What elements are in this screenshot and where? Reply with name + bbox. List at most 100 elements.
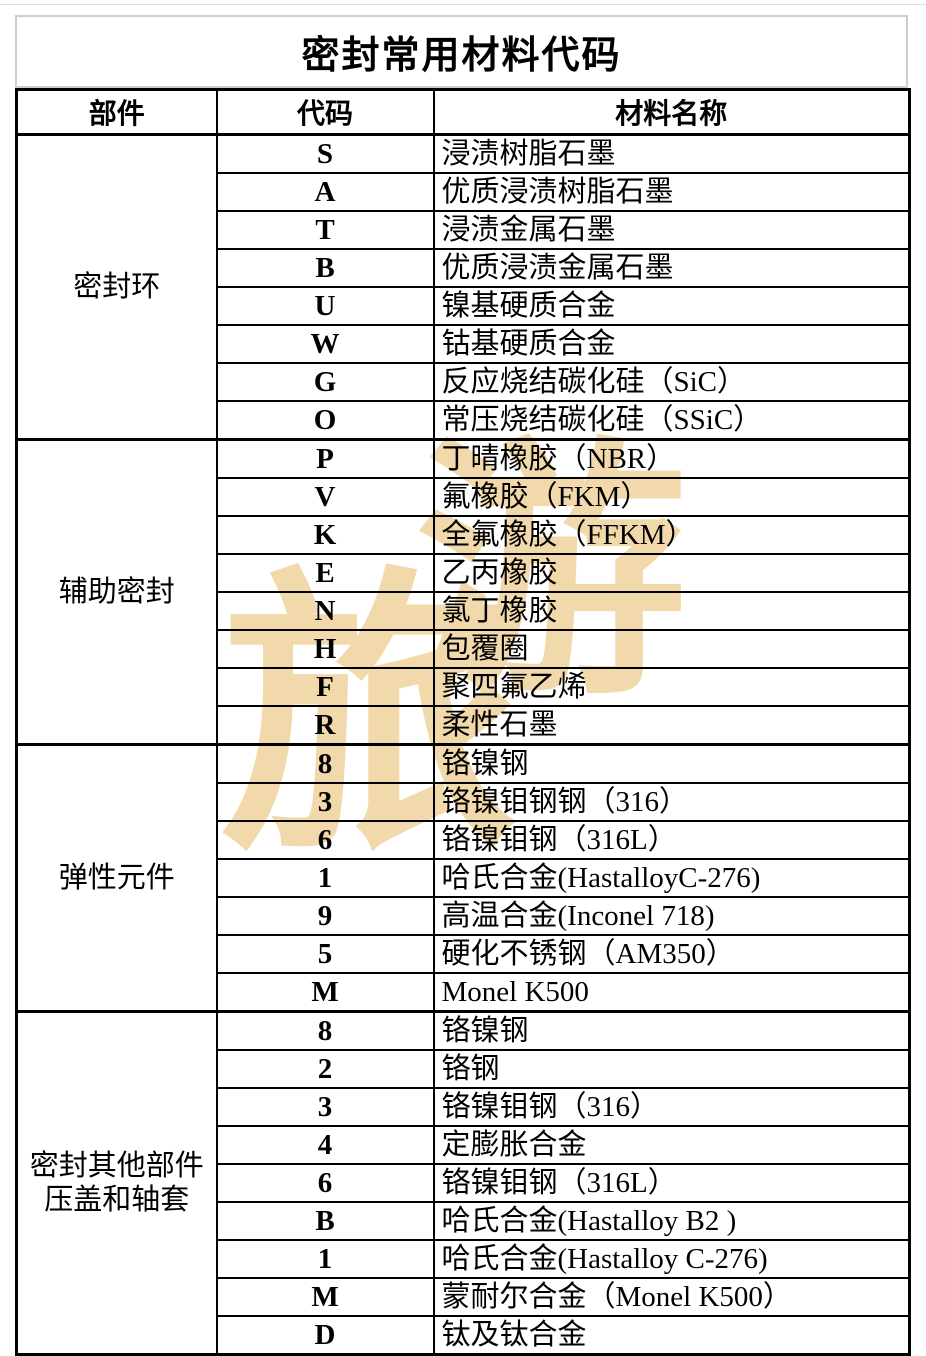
material-cell: 丁晴橡胶（NBR） xyxy=(432,438,911,479)
table-row: K 全氟橡胶（FFKM） xyxy=(17,515,911,555)
table-row: R 柔性石墨 xyxy=(17,705,911,746)
code-cell: 9 xyxy=(215,896,435,936)
code-cell: 1 xyxy=(215,858,435,898)
table-row: G 反应烧结碳化硅（SiC） xyxy=(17,362,911,402)
material-cell: 镍基硬质合金 xyxy=(432,286,911,326)
code-cell: 4 xyxy=(215,1125,435,1165)
table-row: B 哈氏合金(Hastalloy B2 ) xyxy=(17,1201,911,1241)
code-cell: D xyxy=(215,1315,435,1356)
table-row: 1 哈氏合金(Hastalloy C-276) xyxy=(17,1239,911,1279)
table-row: 3 铬镍钼钢（316） xyxy=(17,1087,911,1127)
material-cell: 哈氏合金(Hastalloy C-276) xyxy=(432,1239,911,1279)
material-cell: Monel K500 xyxy=(432,972,911,1013)
code-cell: U xyxy=(215,286,435,326)
sheet: 旅 游 密封常用材料代码 部件 代码 材料名称 密封环 S 浸渍树脂石墨 A 优质浸渍树… xyxy=(15,15,911,1356)
material-cell: 乙丙橡胶 xyxy=(432,553,911,593)
code-cell: V xyxy=(215,477,435,517)
material-cell: 硬化不锈钢（AM350） xyxy=(432,934,911,974)
table-body: 密封环 S 浸渍树脂石墨 A 优质浸渍树脂石墨 T 浸渍金属石墨 B 优质浸渍金属石墨 U 镍基硬质… xyxy=(15,133,911,1356)
table-row: M Monel K500 xyxy=(17,972,911,1013)
code-cell: 6 xyxy=(215,1163,435,1203)
material-cell: 铬镍钼钢（316L） xyxy=(432,820,911,860)
code-cell: 1 xyxy=(215,1239,435,1279)
part-group-cell: 辅助密封 xyxy=(15,438,218,746)
material-cell: 聚四氟乙烯 xyxy=(432,667,911,707)
part-group-cell: 密封其他部件 压盖和轴套 xyxy=(15,1010,218,1356)
table-row: 9 高温合金(Inconel 718) xyxy=(17,896,911,936)
material-cell: 钴基硬质合金 xyxy=(432,324,911,364)
part-group-cell: 弹性元件 xyxy=(15,743,218,1013)
material-cell: 包覆圈 xyxy=(432,629,911,669)
table-row: 2 铬钢 xyxy=(17,1049,911,1089)
table-row: 5 硬化不锈钢（AM350） xyxy=(17,934,911,974)
column-header-part: 部件 xyxy=(15,88,218,136)
table-row: 辅助密封 P 丁晴橡胶（NBR） xyxy=(15,438,911,746)
material-cell: 反应烧结碳化硅（SiC） xyxy=(432,362,911,402)
material-cell: 哈氏合金(Hastalloy B2 ) xyxy=(432,1201,911,1241)
table-row: T 浸渍金属石墨 xyxy=(17,210,911,250)
code-cell: P xyxy=(215,438,435,479)
material-cell: 定膨胀合金 xyxy=(432,1125,911,1165)
code-cell: 5 xyxy=(215,934,435,974)
material-cell: 优质浸渍树脂石墨 xyxy=(432,172,911,212)
code-cell: 8 xyxy=(215,743,435,784)
code-cell: 6 xyxy=(215,820,435,860)
table-row: 6 铬镍钼钢（316L） xyxy=(17,1163,911,1203)
code-cell: M xyxy=(215,972,435,1013)
column-header-code: 代码 xyxy=(215,88,435,136)
page-title: 密封常用材料代码 xyxy=(301,35,622,77)
table-row: 4 定膨胀合金 xyxy=(17,1125,911,1165)
code-cell: W xyxy=(215,324,435,364)
code-cell: 2 xyxy=(215,1049,435,1089)
code-cell: B xyxy=(215,248,435,288)
table-row: 密封环 S 浸渍树脂石墨 xyxy=(15,133,911,441)
table-row: V 氟橡胶（FKM） xyxy=(17,477,911,517)
material-cell: 浸渍树脂石墨 xyxy=(432,133,911,174)
code-cell: H xyxy=(215,629,435,669)
code-cell: S xyxy=(215,133,435,174)
material-cell: 铬镍钼钢钢（316） xyxy=(432,782,911,822)
code-cell: T xyxy=(215,210,435,250)
code-cell: 3 xyxy=(215,782,435,822)
table-row: N 氯丁橡胶 xyxy=(17,591,911,631)
material-cell: 高温合金(Inconel 718) xyxy=(432,896,911,936)
material-cell: 浸渍金属石墨 xyxy=(432,210,911,250)
material-cell: 铬镍钢 xyxy=(432,743,911,784)
table-row: 6 铬镍钼钢（316L） xyxy=(17,820,911,860)
table-row: W 钴基硬质合金 xyxy=(17,324,911,364)
table-row: O 常压烧结碳化硅（SSiC） xyxy=(17,400,911,441)
top-gridline xyxy=(0,4,926,5)
table-row: U 镍基硬质合金 xyxy=(17,286,911,326)
table-row: 弹性元件 8 铬镍钢 xyxy=(15,743,911,1013)
code-cell: B xyxy=(215,1201,435,1241)
material-cell: 常压烧结碳化硅（SSiC） xyxy=(432,400,911,441)
material-cell: 蒙耐尔合金（Monel K500） xyxy=(432,1277,911,1317)
code-cell: N xyxy=(215,591,435,631)
page: { "title": "密封常用材料代码", "header": { "part… xyxy=(0,4,926,1356)
code-cell: A xyxy=(215,172,435,212)
material-cell: 氯丁橡胶 xyxy=(432,591,911,631)
code-cell: O xyxy=(215,400,435,441)
table-row: B 优质浸渍金属石墨 xyxy=(17,248,911,288)
table-row: A 优质浸渍树脂石墨 xyxy=(17,172,911,212)
material-cell: 铬镍钼钢（316L） xyxy=(432,1163,911,1203)
table-row: 密封其他部件 压盖和轴套 8 铬镍钢 xyxy=(15,1010,911,1356)
table-row: 3 铬镍钼钢钢（316） xyxy=(17,782,911,822)
code-cell: G xyxy=(215,362,435,402)
code-cell: 8 xyxy=(215,1010,435,1051)
material-code-table: 部件 代码 材料名称 密封环 S 浸渍树脂石墨 A 优质浸渍树脂石墨 T 浸渍金属石墨 B 优质… xyxy=(15,88,911,1356)
part-group-cell: 密封环 xyxy=(15,133,218,441)
table-row: 1 哈氏合金(HastalloyC-276) xyxy=(17,858,911,898)
material-cell: 全氟橡胶（FFKM） xyxy=(432,515,911,555)
material-cell: 铬镍钼钢（316） xyxy=(432,1087,911,1127)
column-header-material: 材料名称 xyxy=(432,88,911,136)
table-row: E 乙丙橡胶 xyxy=(17,553,911,593)
material-cell: 柔性石墨 xyxy=(432,705,911,746)
code-cell: K xyxy=(215,515,435,555)
table-row: H 包覆圈 xyxy=(17,629,911,669)
code-cell: F xyxy=(215,667,435,707)
code-cell: 3 xyxy=(215,1087,435,1127)
code-cell: M xyxy=(215,1277,435,1317)
material-cell: 铬钢 xyxy=(432,1049,911,1089)
title-box: 密封常用材料代码 xyxy=(15,15,908,88)
